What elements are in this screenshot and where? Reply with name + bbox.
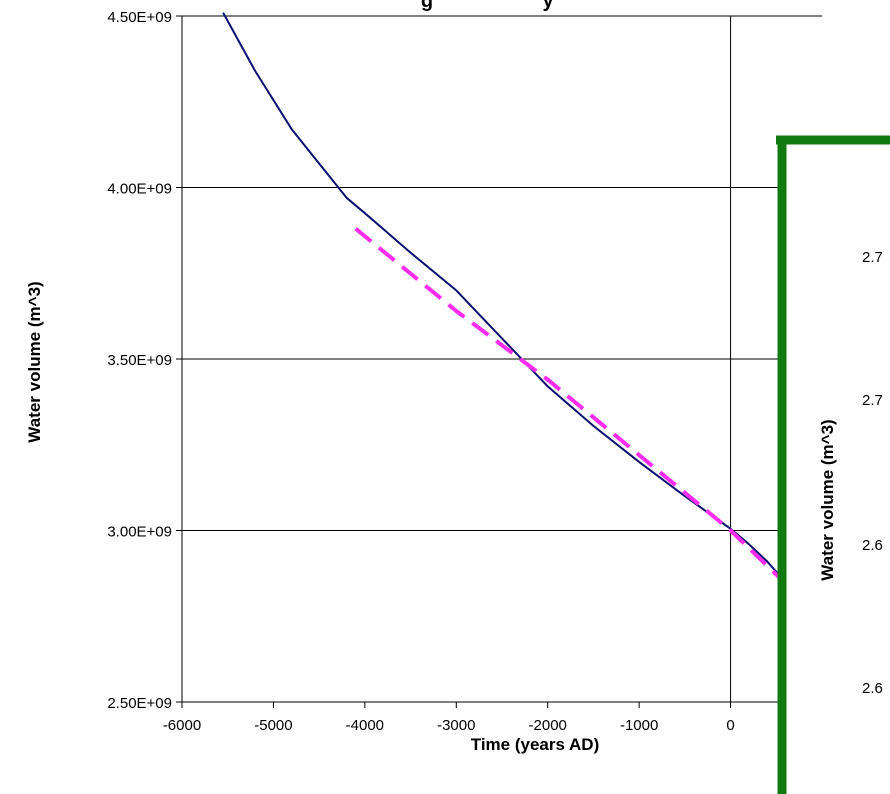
y-tick-label: 3.00E+09	[107, 524, 172, 541]
x-tick-label: -5000	[254, 717, 292, 734]
x-tick-label: -1000	[620, 717, 658, 734]
chart-title-fragment-right: y	[542, 0, 554, 12]
y-tick-label: 3.50E+09	[107, 352, 172, 369]
series-line-dashed	[354, 227, 796, 594]
inset-chart: Water volume (m^3) 2.7 2.7 2.6 2.6	[776, 135, 890, 794]
series-layer	[222, 12, 796, 594]
plot-area	[176, 12, 822, 708]
y-tick-labels: 2.50E+09 3.00E+09 3.50E+09 4.00E+09 4.50E+09	[107, 9, 172, 712]
inset-y-tick-label-2: 2.7	[862, 392, 883, 409]
x-axis-label: Time (years AD)	[471, 735, 600, 754]
x-tick-label: -4000	[346, 717, 384, 734]
inset-background	[778, 136, 890, 794]
x-tick-label: -3000	[437, 717, 475, 734]
inset-y-tick-label-3: 2.6	[862, 537, 883, 554]
y-axis-label: Water volume (m^3)	[25, 281, 44, 442]
inset-y-tick-label-4: 2.6	[862, 680, 883, 697]
y-tick-label: 2.50E+09	[107, 695, 172, 712]
y-tick-label: 4.50E+09	[107, 9, 172, 26]
y-tick-label: 4.00E+09	[107, 181, 172, 198]
x-tick-label: -2000	[529, 717, 567, 734]
x-tick-labels: -6000 -5000 -4000 -3000 -2000 -1000 0	[163, 717, 735, 734]
chart-title-fragment-left: g	[421, 0, 433, 12]
x-tick-label: -6000	[163, 717, 201, 734]
x-tick-label: 0	[726, 717, 734, 734]
inset-y-axis-label: Water volume (m^3)	[818, 419, 837, 580]
inset-y-tick-label-1: 2.7	[862, 249, 883, 266]
